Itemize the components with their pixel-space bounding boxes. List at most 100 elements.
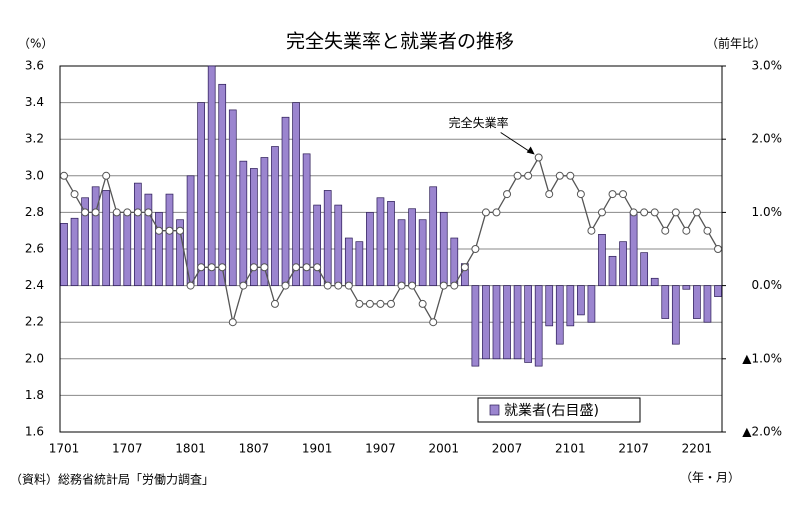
bar bbox=[260, 157, 269, 286]
y-tick-label: 2.0 bbox=[25, 351, 44, 365]
bar bbox=[650, 277, 659, 286]
y-tick-label: 2.6 bbox=[25, 242, 44, 256]
line-marker bbox=[418, 299, 427, 308]
line-marker bbox=[460, 263, 469, 272]
bar bbox=[640, 252, 649, 286]
bar bbox=[186, 175, 195, 286]
line-marker bbox=[439, 281, 448, 290]
line-marker bbox=[302, 263, 311, 272]
line-marker bbox=[281, 281, 290, 290]
bar bbox=[250, 168, 258, 286]
line-marker bbox=[144, 208, 153, 217]
x-tick-label: 1801 bbox=[175, 442, 206, 456]
bar bbox=[661, 285, 670, 319]
bar bbox=[555, 285, 564, 345]
line-marker bbox=[692, 208, 701, 217]
bar bbox=[366, 212, 374, 286]
bar bbox=[60, 223, 68, 286]
bar bbox=[703, 285, 712, 323]
x-tick-label: 2201 bbox=[682, 442, 713, 456]
line-marker bbox=[408, 281, 417, 290]
bar bbox=[693, 285, 701, 319]
line-marker bbox=[239, 281, 248, 290]
line-marker bbox=[334, 281, 343, 290]
line-marker bbox=[197, 263, 206, 272]
line-marker bbox=[376, 299, 385, 308]
bar bbox=[323, 190, 332, 286]
bar bbox=[112, 212, 121, 286]
bar bbox=[671, 285, 680, 345]
y-tick-label: 3.6 bbox=[25, 59, 44, 73]
line-marker bbox=[260, 263, 269, 272]
bar bbox=[355, 241, 364, 286]
line-marker bbox=[682, 226, 691, 235]
bar bbox=[155, 212, 163, 286]
line-marker bbox=[102, 171, 111, 180]
line-marker bbox=[397, 281, 406, 290]
bar bbox=[218, 83, 227, 286]
y-tick-label: 1.8 bbox=[25, 388, 44, 402]
line-marker bbox=[587, 226, 596, 235]
line-marker bbox=[176, 226, 185, 235]
bar bbox=[524, 285, 532, 363]
line-marker bbox=[640, 208, 649, 217]
bar bbox=[534, 285, 543, 367]
line-marker bbox=[703, 226, 712, 235]
y-tick-label: 3.4 bbox=[25, 95, 44, 109]
bar bbox=[482, 285, 490, 360]
bar bbox=[513, 285, 522, 360]
annotation-arrow bbox=[500, 132, 533, 154]
line-marker bbox=[450, 281, 459, 290]
line-marker bbox=[471, 245, 480, 253]
line-marker bbox=[249, 263, 258, 272]
x-axis-label: （年・月） bbox=[680, 471, 740, 485]
bar bbox=[545, 285, 554, 327]
bar bbox=[176, 219, 184, 286]
line-marker bbox=[218, 263, 227, 272]
bar bbox=[207, 65, 216, 286]
x-tick-label: 2007 bbox=[492, 442, 523, 456]
bar bbox=[81, 197, 89, 286]
x-tick-label: 1907 bbox=[365, 442, 396, 456]
bar bbox=[91, 186, 100, 286]
line-marker bbox=[365, 299, 374, 308]
line-marker bbox=[344, 281, 353, 290]
bar bbox=[471, 285, 480, 367]
y2-tick-label: ▲1.0% bbox=[742, 351, 782, 365]
bar bbox=[608, 255, 617, 286]
bar bbox=[418, 219, 427, 286]
line-marker bbox=[81, 208, 90, 217]
line-marker bbox=[661, 226, 670, 235]
y-tick-label: 3.0 bbox=[25, 168, 44, 182]
line-marker bbox=[576, 190, 585, 199]
bar bbox=[566, 285, 575, 327]
bar bbox=[102, 190, 111, 286]
line-marker bbox=[429, 318, 438, 327]
bar bbox=[598, 234, 606, 286]
bar bbox=[450, 237, 459, 286]
line-marker bbox=[133, 208, 142, 217]
bar bbox=[70, 217, 79, 286]
bar bbox=[302, 153, 311, 286]
bar bbox=[313, 204, 322, 286]
x-tick-label: 1701 bbox=[49, 442, 80, 456]
line-marker bbox=[60, 171, 68, 180]
bar bbox=[281, 116, 290, 286]
legend-label: 就業者(右目盛) bbox=[504, 403, 599, 419]
line-marker bbox=[186, 281, 195, 290]
bar bbox=[503, 285, 511, 360]
bar bbox=[619, 241, 627, 286]
y2-axis-label: （前年比） bbox=[706, 36, 766, 51]
y-axis-label: （%） bbox=[18, 37, 53, 51]
x-tick-label: 1707 bbox=[112, 442, 143, 456]
x-tick-label: 2101 bbox=[555, 442, 586, 456]
y-tick-label: 2.4 bbox=[25, 278, 44, 292]
line-marker bbox=[313, 263, 322, 272]
line-marker bbox=[671, 208, 680, 217]
line-marker bbox=[292, 263, 301, 272]
bar bbox=[165, 193, 174, 286]
line-marker bbox=[513, 171, 522, 180]
bar bbox=[682, 285, 691, 290]
line-marker bbox=[112, 208, 121, 217]
line-marker bbox=[566, 171, 575, 180]
